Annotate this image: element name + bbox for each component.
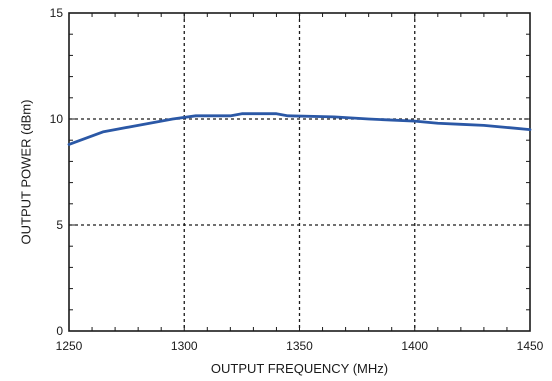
- series-layer: [67, 112, 532, 146]
- y-tick-label: 0: [56, 324, 63, 338]
- x-tick-label: 1450: [517, 339, 544, 353]
- x-tick-label: 1350: [286, 339, 313, 353]
- x-tick-label: 1250: [56, 339, 83, 353]
- y-tick-label: 5: [56, 218, 63, 232]
- x-tick-labels: 1250 1300 1350 1400 1450: [56, 339, 544, 353]
- y-tick-label: 15: [50, 6, 64, 20]
- x-tick-label: 1300: [171, 339, 198, 353]
- gridlines: [69, 13, 530, 331]
- plot-frame: [68, 12, 531, 332]
- y-tick-label: 10: [50, 112, 64, 126]
- x-axis-label: OUTPUT FREQUENCY (MHz): [211, 361, 388, 376]
- y-tick-labels: 0 5 10 15: [50, 6, 64, 338]
- y-axis-label: OUTPUT POWER (dBm): [19, 100, 34, 245]
- series-line-0: [67, 112, 532, 146]
- x-tick-label: 1400: [401, 339, 428, 353]
